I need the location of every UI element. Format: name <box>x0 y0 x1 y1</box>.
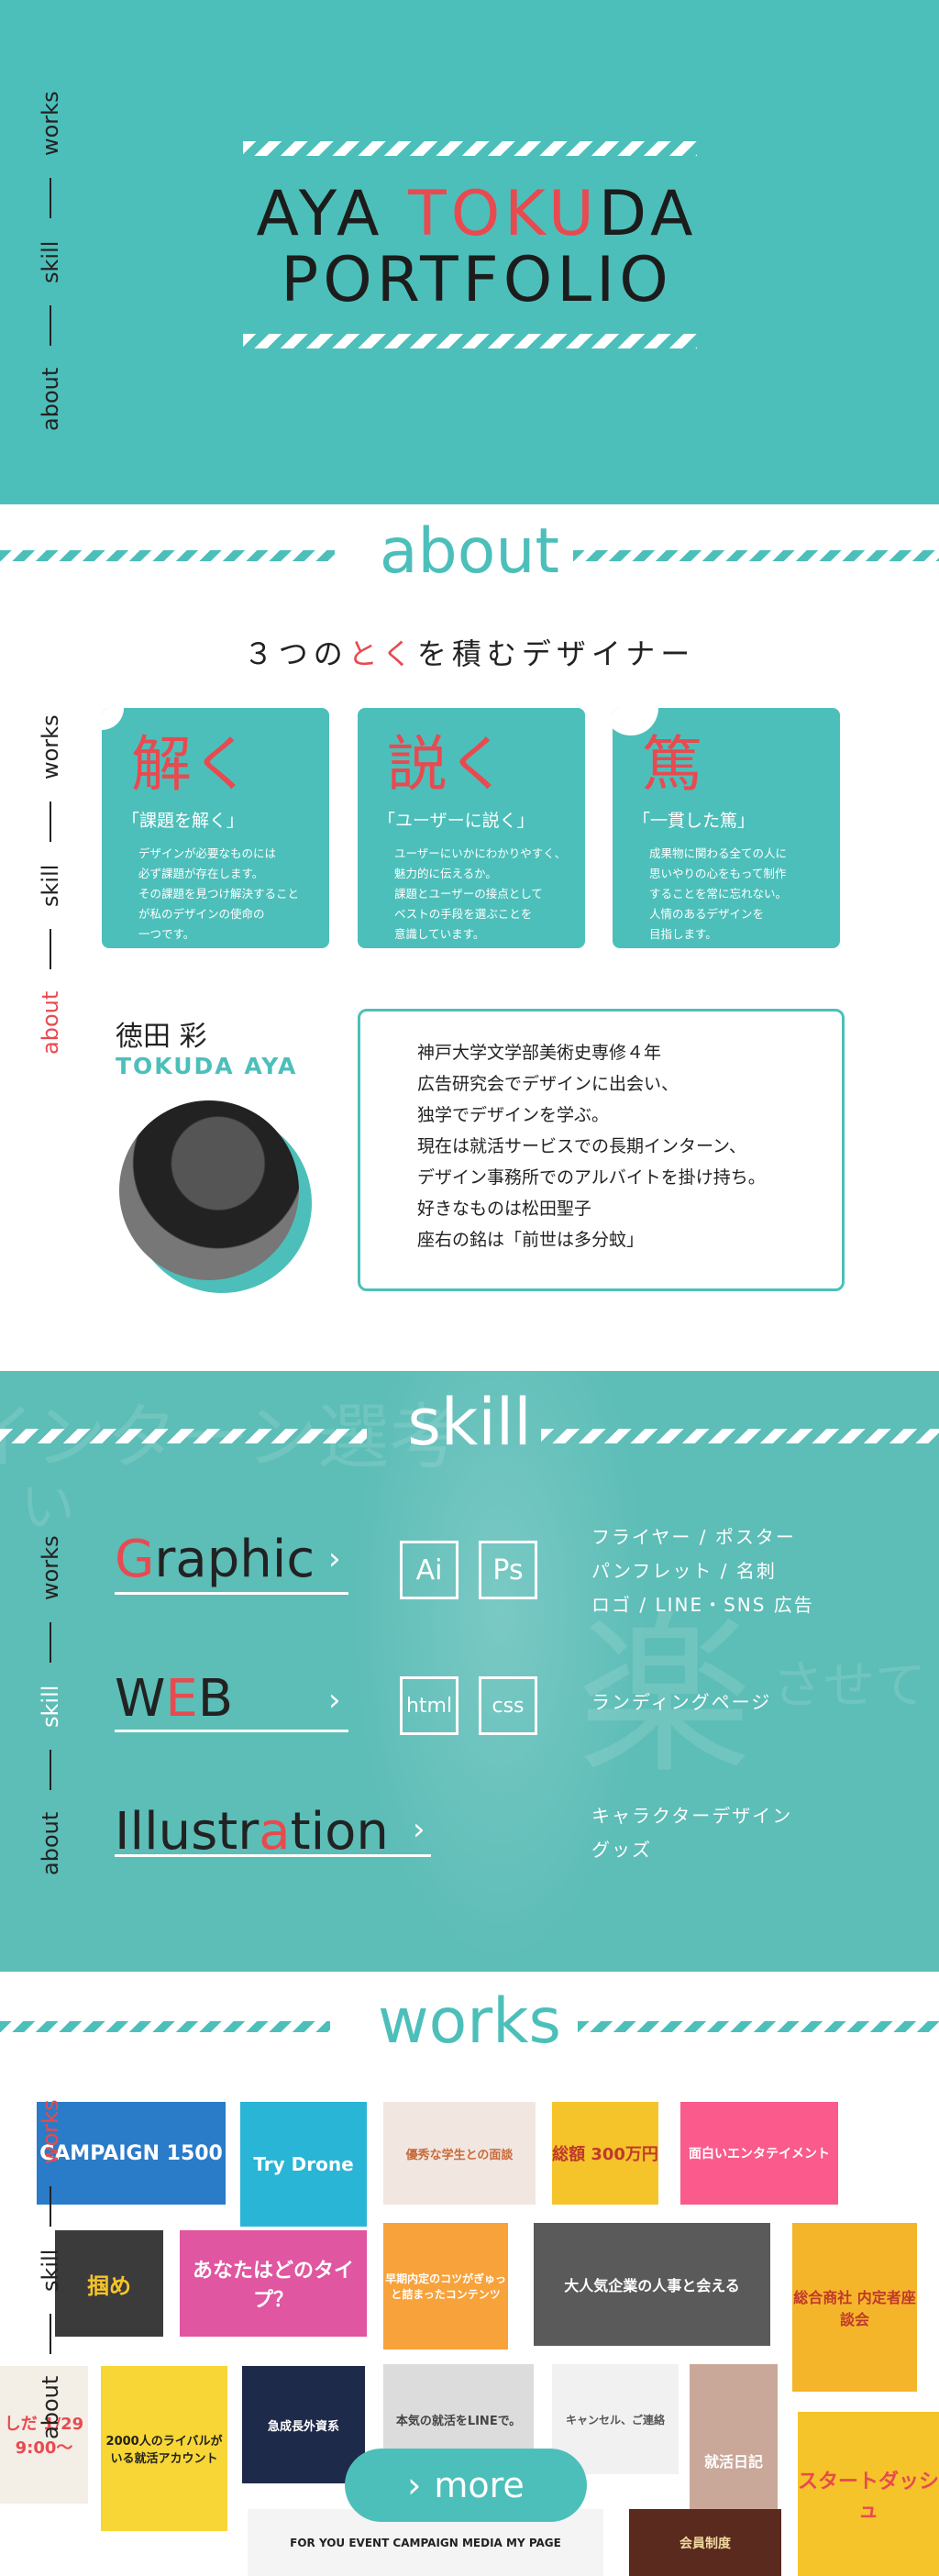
more-button[interactable]: › more <box>345 2449 587 2522</box>
css-badge: css <box>479 1676 537 1735</box>
chevron-right-icon: › <box>407 2465 422 2505</box>
work-thumbnail[interactable]: 総合商社 内定者座談会 <box>792 2223 917 2392</box>
hero-section <box>0 0 939 504</box>
chevron-right-icon: › <box>328 1541 341 1577</box>
profile-name-jp: 徳田 彩 <box>116 1021 207 1053</box>
work-thumbnail[interactable]: 優秀な学生との面談 <box>383 2102 536 2205</box>
nav-divider <box>50 2186 51 2228</box>
ghost-text: い <box>20 1476 75 1540</box>
question-mark-deco <box>102 708 124 730</box>
skill-title: skill <box>407 1385 532 1460</box>
skill-underline <box>115 1592 348 1595</box>
card-kanji: 篤 <box>642 729 702 800</box>
about-stripe-left <box>0 550 335 561</box>
nav-works-link[interactable]: works <box>38 91 63 157</box>
photoshop-badge: Ps <box>479 1541 537 1599</box>
skill-underline <box>115 1730 348 1732</box>
skill-illustration-link[interactable]: Illustration <box>115 1802 389 1862</box>
illustration-items: キャラクターデザイン グッズ <box>591 1805 793 1861</box>
nav-divider <box>50 2313 51 2354</box>
ghost-text: させて <box>772 1656 926 1716</box>
profile-photo <box>119 1100 299 1280</box>
nav-about-link[interactable]: about <box>38 2375 63 2439</box>
nav-about-link[interactable]: about <box>38 367 63 431</box>
illustrator-badge: Ai <box>400 1541 458 1599</box>
works-vertical-nav: about skill works <box>28 2091 73 2439</box>
card-kanji: 説く <box>387 729 508 800</box>
skill-stripe-right <box>541 1429 939 1443</box>
hero-title-line1: AYA TOKUDA <box>256 178 698 250</box>
hero-stripe-bottom <box>243 334 697 348</box>
work-thumbnail[interactable]: 会員制度 <box>629 2509 781 2576</box>
works-stripe-left <box>0 2021 330 2032</box>
card-heading: 「課題を解く」 <box>122 811 245 831</box>
work-thumbnail[interactable]: Try Drone <box>240 2102 367 2227</box>
about-card-sincerity: 篤 「一貫した篤」 成果物に関わる全ての人に 思いやりの心をもって制作 することを常… <box>613 708 840 948</box>
nav-works-link[interactable]: works <box>38 1535 63 1601</box>
nav-skill-link[interactable]: skill <box>38 240 63 283</box>
hero-stripe-top <box>243 141 697 156</box>
work-thumbnail[interactable]: 早期内定のコツがぎゅっと詰まったコンテンツ <box>383 2223 508 2349</box>
model-photo <box>348 1371 651 1972</box>
card-kanji: 解く <box>131 729 252 800</box>
nav-skill-link[interactable]: skill <box>38 2249 63 2292</box>
nav-skill-link[interactable]: skill <box>38 1685 63 1728</box>
works-stripe-right <box>578 2021 939 2032</box>
skill-graphic-link[interactable]: Graphic <box>115 1530 315 1589</box>
bio-box: 神戸大学文学部美術史専修４年 広告研究会でデザインに出会い、 独学でデザインを学ぶ。… <box>358 1009 845 1291</box>
work-thumbnail[interactable]: 掴め <box>55 2230 163 2337</box>
work-thumbnail[interactable]: 面白いエンタテイメント <box>680 2102 838 2205</box>
nav-divider <box>50 1622 51 1664</box>
work-thumbnail[interactable]: しだ 1/29 9:00〜 <box>0 2366 88 2504</box>
about-title: about <box>379 515 560 588</box>
work-thumbnail[interactable]: CAMPAIGN 1500 <box>37 2102 226 2205</box>
about-stripe-right <box>573 550 939 561</box>
nav-divider <box>50 304 51 346</box>
nav-divider <box>50 1749 51 1790</box>
avatar <box>119 1100 312 1293</box>
nav-works-link[interactable]: works <box>38 2099 63 2165</box>
card-description: デザインが必要なものには 必ず課題が存在します。 その課題を見つけ解決すること が私の… <box>138 846 300 941</box>
card-heading: 「ユーザーに説く」 <box>378 811 535 831</box>
nav-about-link[interactable]: about <box>38 1811 63 1875</box>
work-thumbnail[interactable]: キャンセル、ご連絡 <box>552 2364 679 2474</box>
card-description: 成果物に関わる全ての人に 思いやりの心をもって制作 することを常に忘れない。 人情のあ… <box>649 846 788 941</box>
web-items: ランディングページ <box>591 1691 772 1713</box>
nav-skill-link[interactable]: skill <box>38 864 63 907</box>
more-label: more <box>434 2465 525 2505</box>
card-description: ユーザーにいかにわかりやすく、 魅力的に伝えるか。 課題とユーザーの接点として ベスト… <box>394 846 567 941</box>
chevron-right-icon: › <box>328 1682 341 1719</box>
skill-stripe-left <box>0 1429 367 1443</box>
nav-about-link[interactable]: about <box>38 990 63 1055</box>
bio-text: 神戸大学文学部美術史専修４年 広告研究会でデザインに出会い、 独学でデザインを学ぶ。… <box>417 1043 766 1250</box>
work-thumbnail[interactable]: 急成長外資系 <box>242 2366 365 2483</box>
chevron-right-icon: › <box>413 1811 425 1848</box>
hero-vertical-nav: about skill works <box>28 83 73 431</box>
nav-divider <box>50 802 51 843</box>
nav-divider <box>50 928 51 969</box>
works-title: works <box>378 1985 561 2058</box>
about-card-solve: 解く 「課題を解く」 デザインが必要なものには 必ず課題が存在します。 その課題を見… <box>102 708 329 948</box>
html-badge: html <box>400 1676 458 1735</box>
about-tagline: ３つのとくを積むデザイナー <box>243 636 696 671</box>
work-thumbnail[interactable]: 大人気企業の人事と会える <box>534 2223 770 2346</box>
card-heading: 「一貫した篤」 <box>633 811 756 831</box>
nav-works-link[interactable]: works <box>38 714 63 780</box>
work-thumbnail[interactable]: あなたはどのタイプ？ <box>180 2230 367 2337</box>
about-card-explain: 説く 「ユーザーに説く」 ユーザーにいかにわかりやすく、 魅力的に伝えるか。 課題と… <box>358 708 585 948</box>
profile-name-en: TOKUDA AYA <box>116 1053 298 1079</box>
work-thumbnail[interactable]: 2000人のライバルがいる就活アカウント <box>101 2366 227 2531</box>
about-vertical-nav: about skill works <box>28 706 73 1055</box>
work-thumbnail[interactable]: スタートダッシュ <box>798 2412 939 2576</box>
skill-web-link[interactable]: WEB <box>115 1669 234 1729</box>
ghost-text: 楽 <box>578 1595 753 1797</box>
work-thumbnail[interactable]: 総額 300万円 <box>552 2102 658 2205</box>
hero-title-line2: PORTFOLIO <box>281 244 673 316</box>
graphic-items: フライヤー / ポスター パンフレット / 名刺 ロゴ / LINE・SNS 広告 <box>591 1526 814 1616</box>
nav-divider <box>50 178 51 219</box>
skill-vertical-nav: about skill works <box>28 1527 73 1875</box>
skill-underline <box>115 1854 431 1857</box>
